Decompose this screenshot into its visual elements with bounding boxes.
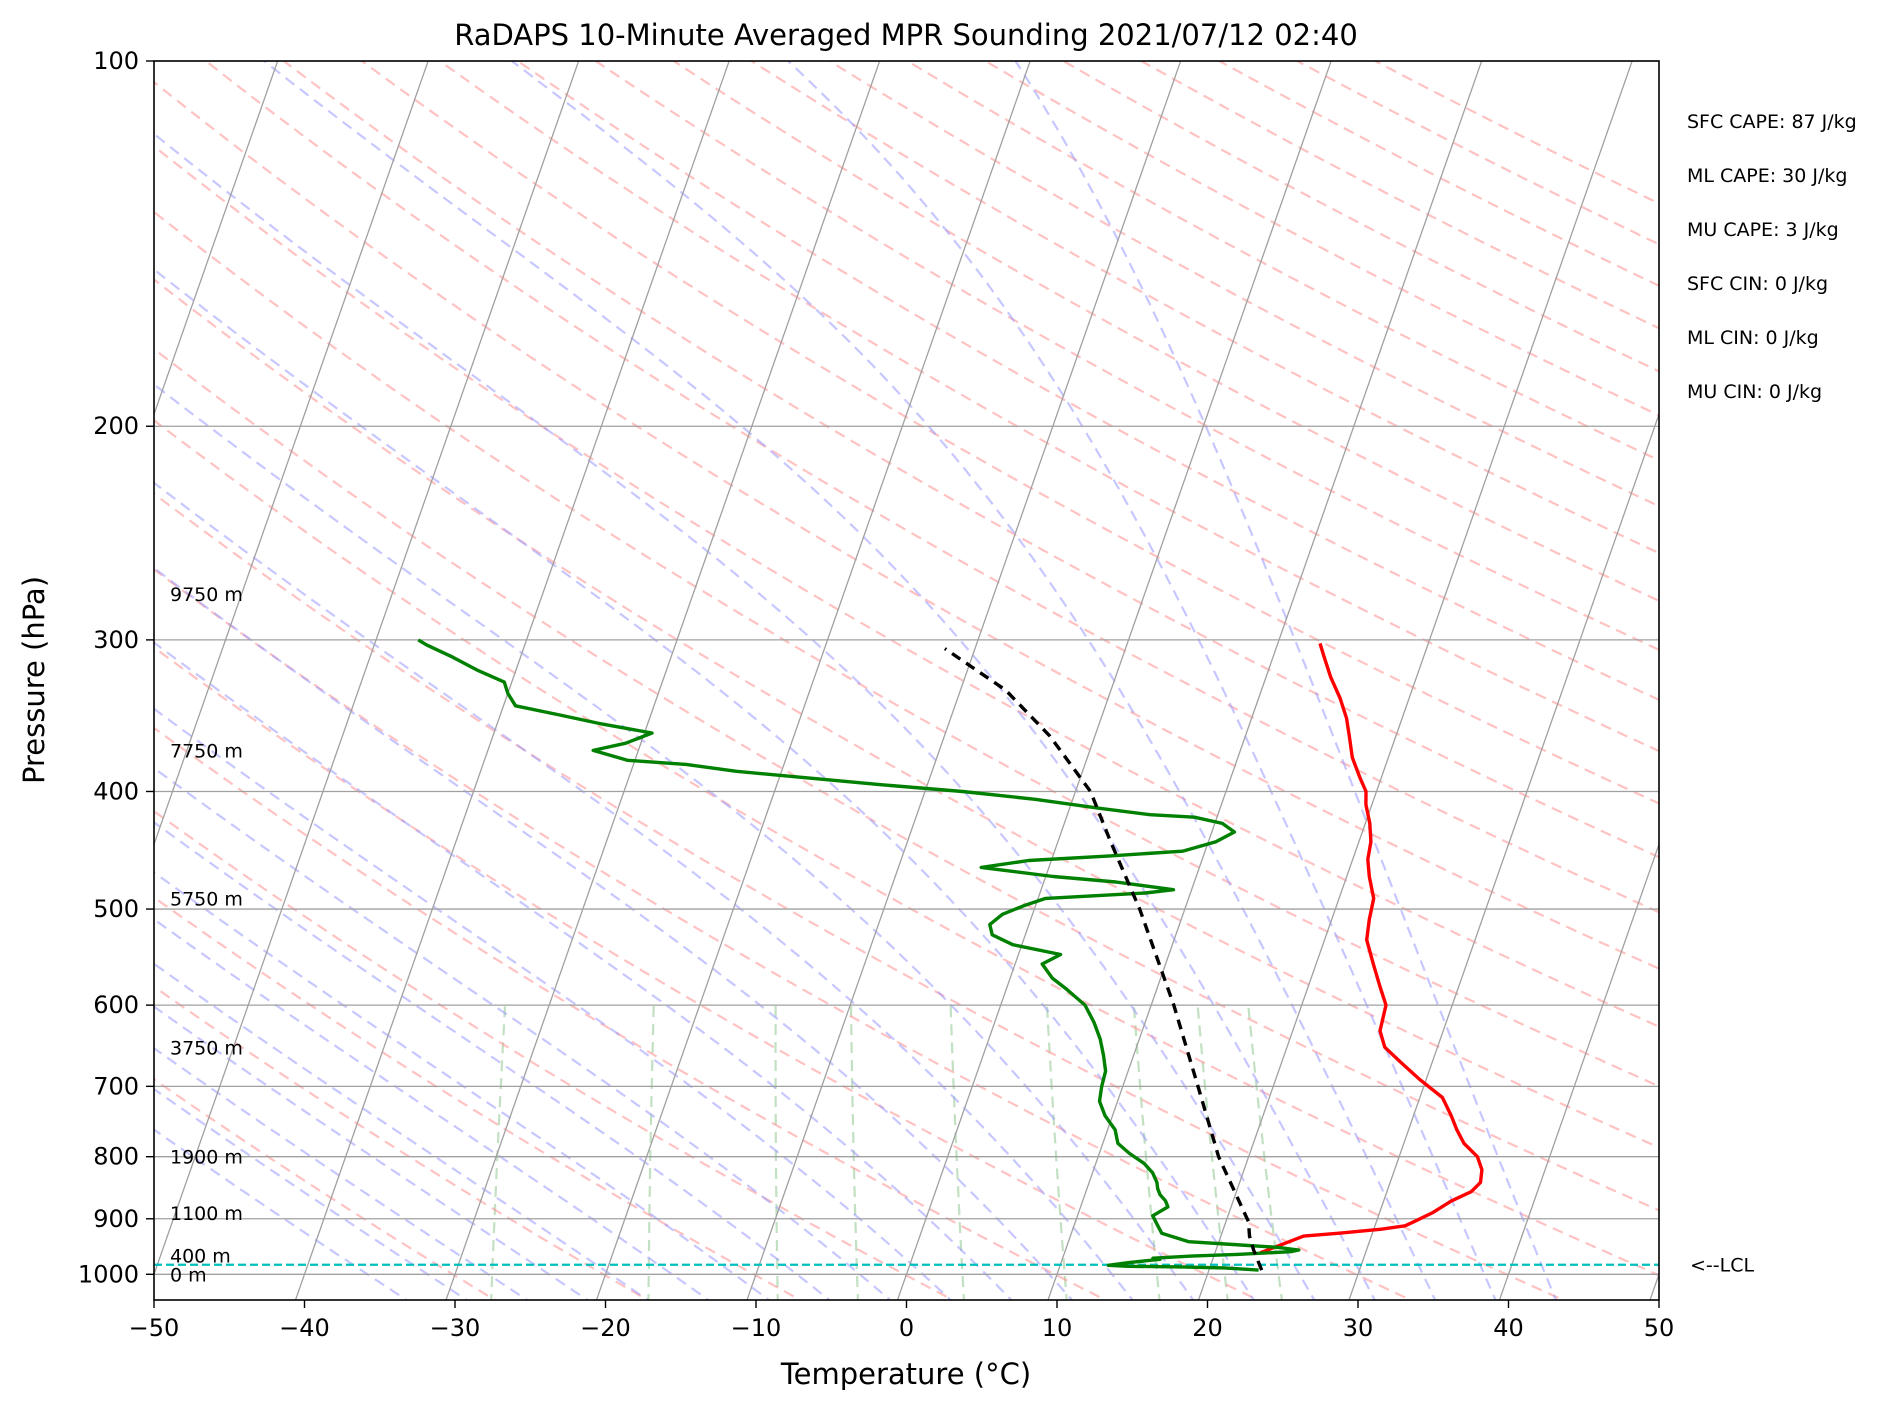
isotherm xyxy=(1348,412,1659,1300)
y-tick-label: 400 xyxy=(93,777,139,805)
x-tick-label: 50 xyxy=(1644,1314,1675,1342)
height-label: 400 m xyxy=(170,1246,231,1268)
height-label: 0 m xyxy=(170,1264,207,1286)
dry-adiabat xyxy=(154,347,1659,1212)
isobar-gridlines xyxy=(154,61,1659,1275)
moist-adiabat xyxy=(154,641,1013,1300)
x-tick-label: 40 xyxy=(1493,1314,1524,1342)
isotherm xyxy=(294,61,730,1300)
dry-adiabat xyxy=(204,61,1659,914)
isotherm xyxy=(154,61,279,417)
sounding-index: SFC CAPE: 87 J/kg xyxy=(1687,111,1857,133)
dry-adiabat xyxy=(359,61,1659,805)
x-tick-label: −10 xyxy=(731,1314,782,1342)
y-axis-ticks: 100 200 300 400 500 600 700 800 900 1000 xyxy=(78,47,154,1288)
dry-adiabat xyxy=(154,80,1659,970)
x-tick-label: −50 xyxy=(129,1314,180,1342)
isotherm xyxy=(154,61,429,847)
sounding-index: MU CAPE: 3 J/kg xyxy=(1687,219,1839,241)
y-tick-label: 800 xyxy=(93,1143,139,1171)
dry-adiabat xyxy=(154,895,803,1300)
height-label: 5750 m xyxy=(170,888,243,910)
y-tick-label: 1000 xyxy=(78,1260,139,1288)
dry-adiabat xyxy=(154,418,1659,1277)
x-tick-label: −20 xyxy=(580,1314,631,1342)
sounding-indices: SFC CAPE: 87 J/kg ML CAPE: 30 J/kg MU CAPE… xyxy=(1687,111,1857,403)
x-axis-ticks: −50 −40 −30 −20 −10 0 10 20 30 40 50 xyxy=(129,1300,1675,1342)
sounding-index: MU CIN: 0 J/kg xyxy=(1687,381,1822,403)
dry-adiabat xyxy=(154,144,1659,1028)
sounding-series xyxy=(417,638,1484,1272)
y-tick-label: 500 xyxy=(93,895,139,923)
isotherm xyxy=(445,61,881,1300)
height-labels: 9750 m 7750 m 5750 m 3750 m 1900 m 1100 m 400 … xyxy=(170,584,243,1286)
y-tick-label: 600 xyxy=(93,991,139,1019)
height-label: 3750 m xyxy=(170,1037,243,1059)
plot-area: 9750 m 7750 m 5750 m 3750 m 1900 m 1100 m 400 … xyxy=(154,61,1659,1300)
chart-title: RaDAPS 10-Minute Averaged MPR Sounding 2… xyxy=(454,18,1358,52)
x-tick-label: 0 xyxy=(899,1314,914,1342)
height-label: 1900 m xyxy=(170,1147,243,1169)
sounding-index: ML CIN: 0 J/kg xyxy=(1687,327,1819,349)
isotherm xyxy=(1498,842,1659,1300)
x-tick-label: 30 xyxy=(1343,1314,1374,1342)
x-axis-title: Temperature (°C) xyxy=(780,1357,1031,1391)
dry-adiabat xyxy=(154,210,1659,1088)
isotherm xyxy=(154,61,580,1277)
isotherm xyxy=(595,61,1031,1300)
x-tick-label: −40 xyxy=(279,1314,330,1342)
mixing-ratio-line xyxy=(774,1005,779,1300)
mixing-ratio-line xyxy=(1045,1005,1068,1300)
y-tick-label: 300 xyxy=(93,626,139,654)
isotherm xyxy=(896,61,1332,1300)
temperature-profile xyxy=(1259,642,1484,1255)
y-tick-label: 700 xyxy=(93,1072,139,1100)
height-label: 7750 m xyxy=(170,740,243,762)
x-tick-label: 10 xyxy=(1042,1314,1073,1342)
height-label: 1100 m xyxy=(170,1203,243,1225)
parcel-profile xyxy=(943,647,1264,1271)
y-tick-label: 100 xyxy=(93,47,139,75)
isotherm xyxy=(746,61,1182,1300)
isotherms xyxy=(154,61,1659,1300)
isotherm xyxy=(1047,61,1483,1300)
sounding-index: SFC CIN: 0 J/kg xyxy=(1687,273,1828,295)
y-axis-title: Pressure (hPa) xyxy=(17,576,51,784)
x-tick-label: −30 xyxy=(430,1314,481,1342)
dewpoint-profile xyxy=(417,638,1301,1272)
y-tick-label: 900 xyxy=(93,1205,139,1233)
sounding-index: ML CAPE: 30 J/kg xyxy=(1687,165,1847,187)
height-label: 9750 m xyxy=(170,584,243,606)
isotherm xyxy=(1197,61,1633,1300)
x-tick-label: 20 xyxy=(1192,1314,1223,1342)
dry-adiabat xyxy=(515,61,1659,701)
moist-adiabat xyxy=(154,820,832,1300)
lcl-label: <--LCL xyxy=(1690,1255,1754,1277)
y-tick-label: 200 xyxy=(93,412,139,440)
dry-adiabat xyxy=(593,61,1659,652)
